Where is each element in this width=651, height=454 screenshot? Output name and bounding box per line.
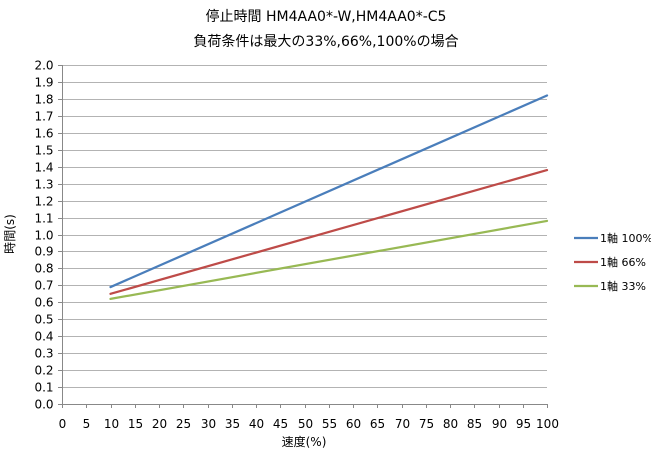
y-tick-label: 0.5 [34, 313, 53, 327]
series-line-2 [109, 219, 549, 301]
y-tick-label: 0.1 [34, 381, 53, 395]
x-tick-label: 50 [298, 417, 313, 431]
y-tick-label: 1.9 [34, 76, 53, 90]
y-tick-label: 1.1 [34, 212, 53, 226]
chart-title-line1: 停止時間 HM4AA0*-W,HM4AA0*-C5 [206, 8, 447, 25]
y-tick-label: 2.0 [34, 59, 53, 73]
y-tick-label: 1.6 [34, 127, 53, 141]
legend-label-2: 1軸 33% [600, 279, 646, 293]
x-tick-label: 65 [370, 417, 385, 431]
x-tick-label: 75 [419, 417, 434, 431]
y-tick-label: 1.0 [34, 229, 53, 243]
y-tick-label: 0.2 [34, 364, 53, 378]
y-tick-label: 1.2 [34, 195, 53, 209]
y-tick-label: 0.0 [34, 398, 53, 412]
y-tick-label: 0.9 [34, 245, 53, 259]
x-tick-label: 35 [225, 417, 240, 431]
legend-label-1: 1軸 66% [600, 255, 646, 269]
x-tick-label: 80 [443, 417, 458, 431]
x-tick-label: 20 [152, 417, 167, 431]
series-line-0 [109, 94, 549, 289]
y-tick-label: 1.5 [34, 144, 53, 158]
x-tick-label: 70 [395, 417, 410, 431]
x-tick-label: 60 [346, 417, 361, 431]
x-tick-label: 45 [273, 417, 288, 431]
x-tick-label: 55 [322, 417, 337, 431]
x-tick-label: 90 [492, 417, 507, 431]
chart-title-line2: 負荷条件は最大の33%,66%,100%の場合 [193, 33, 458, 50]
x-tick-label: 25 [176, 417, 191, 431]
y-tick-label: 0.8 [34, 262, 53, 276]
y-tick-label: 0.4 [34, 330, 53, 344]
y-tick-label: 1.3 [34, 178, 53, 192]
x-tick-label: 5 [83, 417, 91, 431]
x-tick-label: 0 [59, 417, 67, 431]
x-axis-label: 速度(%) [282, 434, 327, 449]
y-tick-label: 0.7 [34, 279, 53, 293]
y-tick-label: 1.4 [34, 161, 53, 175]
y-tick-label: 0.6 [34, 296, 53, 310]
x-tick-label: 15 [128, 417, 143, 431]
x-tick-label: 85 [467, 417, 482, 431]
y-axis-label: 時間(s) [3, 214, 17, 254]
x-tick-label: 100 [536, 417, 559, 431]
x-tick-label: 40 [249, 417, 264, 431]
y-tick-label: 1.8 [34, 93, 53, 107]
x-tick-label: 30 [201, 417, 216, 431]
legend-label-0: 1軸 100% [600, 231, 651, 245]
series-line-1 [109, 168, 549, 295]
y-tick-label: 0.3 [34, 347, 53, 361]
x-tick-label: 10 [104, 417, 119, 431]
y-tick-label: 1.7 [34, 110, 53, 124]
x-tick-label: 95 [516, 417, 531, 431]
